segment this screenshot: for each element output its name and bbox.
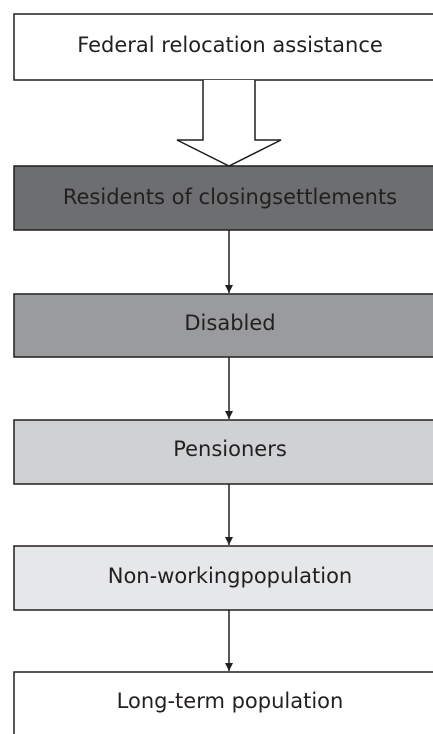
- box: [13, 545, 433, 611]
- node-label: Pensioners: [173, 437, 287, 461]
- node-label: Disabled: [184, 311, 275, 335]
- box: [13, 671, 433, 734]
- box: [13, 293, 433, 358]
- box: [13, 419, 433, 485]
- hollow-arrow: [176, 80, 282, 167]
- node-label: Federal relocation assistance: [77, 33, 383, 57]
- box: [13, 13, 433, 81]
- node-label: Residents of closingsettlements: [63, 185, 397, 209]
- node-label: Long-term population: [117, 689, 344, 713]
- box: [13, 165, 433, 231]
- node-label: Non-workingpopulation: [108, 564, 352, 588]
